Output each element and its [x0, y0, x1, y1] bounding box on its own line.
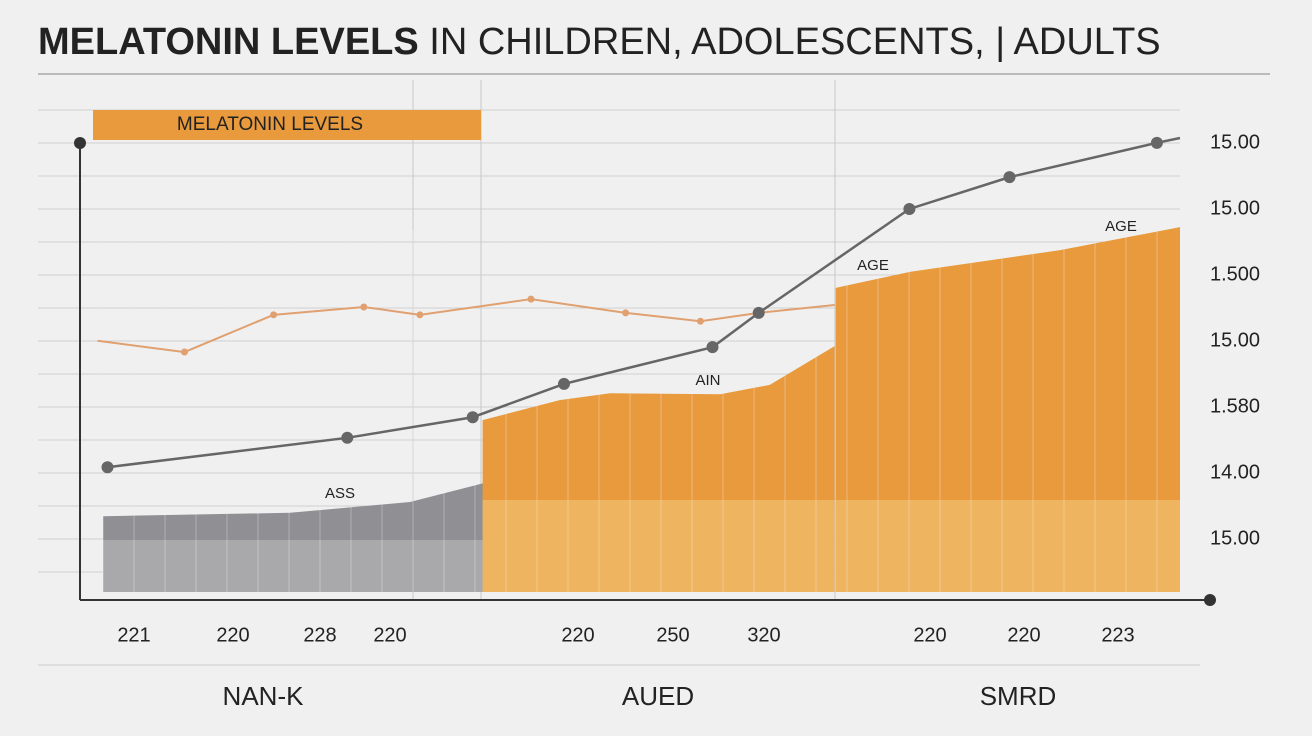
annotation: ASS: [325, 485, 355, 502]
y-axis-label: 1.500: [1210, 263, 1260, 285]
x-label: 220: [561, 624, 594, 646]
y-axis-label: 15.00: [1210, 527, 1260, 549]
x-label: 220: [913, 624, 946, 646]
y-axis-label: 1.580: [1210, 395, 1260, 417]
group-label: SMRD: [980, 681, 1057, 711]
title-rest: IN CHILDREN, ADOLESCENTS, | ADULTS: [429, 21, 1160, 63]
annotation: AGE: [857, 257, 889, 274]
y-axis-label: 15.00: [1210, 329, 1260, 351]
axis-end: [1204, 594, 1216, 606]
area: [482, 346, 835, 592]
point: [181, 348, 188, 356]
x-label: 220: [373, 624, 406, 646]
line: [107, 136, 1181, 469]
chart-title: MELATONIN LEVELS IN CHILDREN, ADOLESCENT…: [38, 21, 1161, 63]
area: [103, 482, 485, 592]
x-label: 220: [1007, 624, 1040, 646]
point: [696, 317, 704, 325]
point: [558, 377, 570, 390]
point: [416, 311, 424, 319]
point: [360, 303, 368, 311]
point: [622, 309, 630, 317]
x-label: 250: [656, 624, 689, 646]
annotation: AIN: [695, 372, 720, 389]
point: [527, 295, 535, 303]
axis-end: [74, 137, 86, 149]
point: [1150, 136, 1163, 149]
x-label: 221: [117, 624, 150, 646]
x-label: 228: [303, 624, 336, 646]
x-label: 220: [216, 624, 249, 646]
point: [706, 341, 719, 354]
point: [752, 306, 765, 319]
y-axis-label: 14.00: [1210, 461, 1260, 483]
point: [101, 461, 114, 474]
point: [270, 311, 278, 319]
y-axis-label: 15.00: [1210, 131, 1260, 153]
annotation: AGE: [1105, 218, 1137, 235]
line: [97, 298, 835, 354]
point: [466, 411, 479, 424]
point: [903, 202, 916, 215]
group-label: NAN-K: [223, 681, 305, 711]
plot: [97, 136, 1181, 593]
x-label: 223: [1101, 624, 1134, 646]
point: [341, 431, 354, 444]
y-axis-label: 15.00: [1210, 197, 1260, 219]
area: [835, 227, 1180, 593]
title-bold: MELATONIN LEVELS: [38, 21, 419, 63]
legend-box: [93, 110, 481, 140]
point: [1003, 171, 1016, 184]
x-label: 320: [747, 624, 780, 646]
legend-label: MELATONIN LEVELS: [177, 114, 363, 135]
group-label: AUED: [622, 681, 694, 711]
